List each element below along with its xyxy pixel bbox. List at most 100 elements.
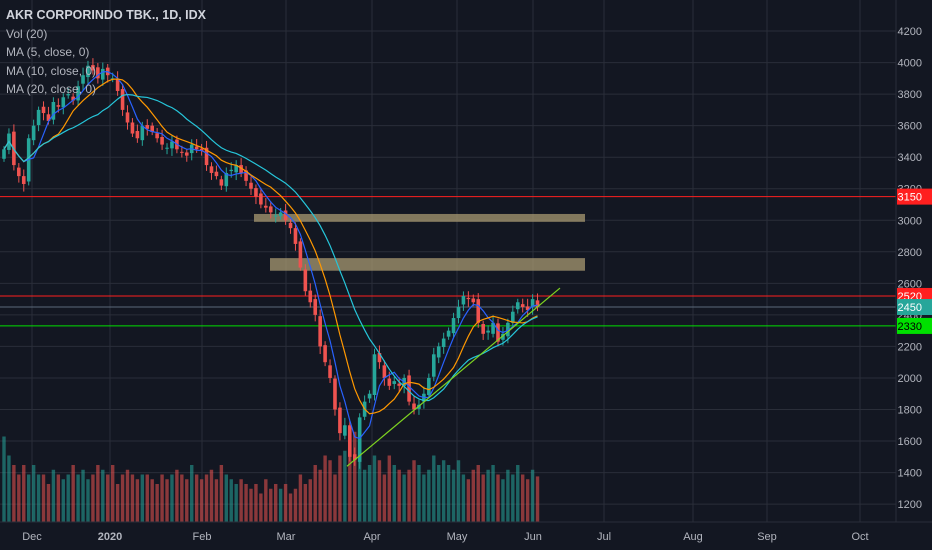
candle [2,149,6,159]
price-label-text: 3150 [898,192,922,204]
volume-bar [150,479,154,522]
candle [278,212,283,217]
volume-bar [466,479,471,522]
volume-bar [160,474,164,522]
volume-bar [224,474,228,522]
volume-bar [476,465,480,522]
price-tick-label: 3000 [898,215,922,227]
candle [150,125,154,132]
candle [268,206,273,213]
candle [461,295,466,305]
candle [293,228,298,244]
volume-bar [130,474,135,522]
candle [199,148,204,151]
candle [303,269,308,292]
candle [288,222,293,229]
volume-bar [264,479,268,522]
symbol-title[interactable]: AKR CORPORINDO TBK., 1D, IDX [6,8,207,22]
volume-bar [254,484,258,522]
candle [204,147,209,166]
volume-bar [239,479,243,522]
volume-bar [387,455,392,522]
candle [511,311,515,323]
volume-bar [155,484,159,522]
volume-bar [486,469,490,522]
price-label-text: 2450 [898,302,922,314]
price-tick-label: 4200 [898,26,922,38]
candle [372,354,377,395]
candle [61,97,66,108]
trendline [346,287,561,467]
legend-vol[interactable]: Vol (20) [6,26,48,41]
volume-bar [313,465,317,522]
candle [214,171,219,177]
legend-ma5[interactable]: MA (5, close, 0) [6,45,90,59]
volume-bar [204,474,209,522]
volume-bar [41,474,46,522]
candle [96,67,100,79]
candle [140,125,145,141]
volume-bar [12,465,16,522]
volume-bar [521,474,525,522]
candle [441,338,446,348]
candle [471,298,476,303]
candle [249,182,253,189]
volume-bar [214,479,219,522]
volume-bar [165,479,169,522]
candle [328,365,332,378]
candle [81,75,85,84]
supply-zone[interactable] [270,258,585,271]
candle [506,322,510,337]
price-axis[interactable]: 1200140016001800200022002400260028003000… [895,0,932,550]
volume-bar [382,474,387,522]
legend-ma10[interactable]: MA (10, close, 0) [6,63,97,78]
volume-bar [175,469,179,522]
candle [436,346,441,358]
volume-bar [402,474,406,522]
volume-bar [511,474,515,522]
volume-bar [22,465,26,522]
candle [86,65,90,78]
volume-bar [362,469,367,522]
candle [491,322,495,334]
moving-averages [3,71,538,440]
candle [229,169,234,172]
candle [125,112,130,123]
time-tick-label: Apr [363,531,380,543]
price-label-text: 2330 [898,321,922,333]
time-tick-label: Feb [193,531,212,543]
candle [496,323,500,342]
volume-bar [31,465,36,522]
volume-bar [303,484,308,522]
candle [264,205,268,208]
supply-zone[interactable] [254,213,585,222]
uptrend-line[interactable] [346,287,561,467]
candle [313,299,318,315]
candle [283,210,288,221]
volume-bar [501,479,505,522]
candle [486,330,490,333]
candle [259,193,263,205]
candle [91,65,95,71]
ma10-line [3,78,538,415]
volume-bar [441,460,446,522]
time-axis[interactable]: Dec 2020 Feb Mar Apr May Jun Jul Aug Sep Oct [0,521,932,550]
volume-bar [343,450,347,522]
candle [348,425,352,457]
candle [165,147,169,149]
candle [135,131,140,139]
price-tick-label: 3800 [898,89,922,101]
candle [209,166,214,173]
volume-bar [471,469,475,522]
volume-bar [392,465,396,522]
volume-bar [496,474,500,522]
price-tick-label: 4000 [898,58,922,70]
volume-bar [259,493,263,522]
time-tick-label: Jun [524,531,542,543]
legend-ma20[interactable]: MA (20, close, 0) [6,82,97,96]
candle [224,172,229,187]
candle [56,105,61,107]
volume-bar [234,484,238,522]
volume-bar [229,479,233,522]
